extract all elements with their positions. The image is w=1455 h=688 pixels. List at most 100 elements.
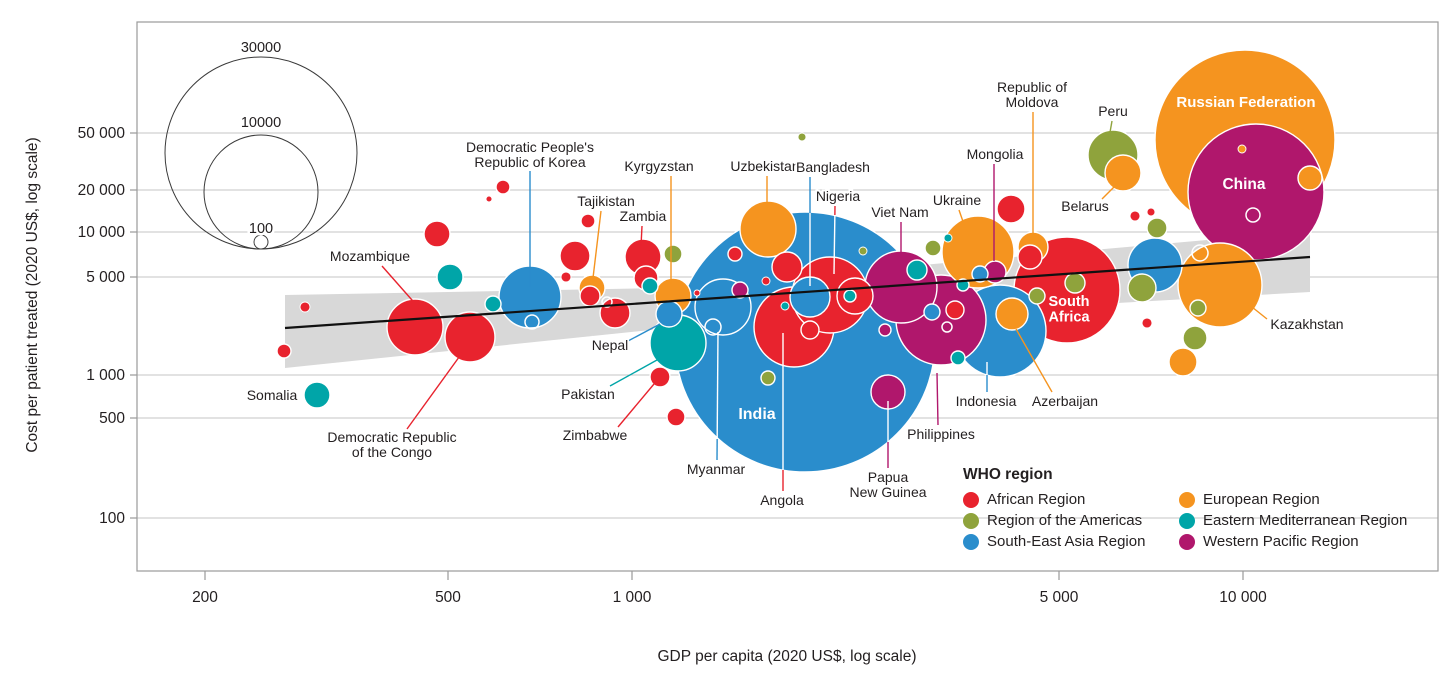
label-south-africa: Africa [1048, 310, 1090, 326]
bubble-unlabeled [1147, 218, 1167, 238]
bubble-belarus [1105, 155, 1141, 191]
label-tajikistan: Tajikistan [577, 193, 635, 209]
x-axis-title: GDP per capita (2020 US$, log scale) [657, 648, 916, 666]
label-democratic-republic-of-the-congo: Democratic Republic [327, 429, 456, 445]
bubble-somalia [304, 382, 330, 408]
bubble-unlabeled [781, 302, 789, 310]
region-dot-icon [963, 534, 979, 550]
bubble-unlabeled [560, 241, 590, 271]
bubble-unlabeled [437, 264, 463, 290]
y-tick-label: 10 000 [78, 224, 126, 241]
bubble-unlabeled [667, 408, 685, 426]
bubble-unlabeled [486, 196, 492, 202]
bubble-unlabeled [907, 260, 927, 280]
legend-item-european-region: European Region [1179, 489, 1407, 510]
region-dot-icon [963, 492, 979, 508]
label-nepal: Nepal [592, 337, 629, 353]
label-azerbaijan: Azerbaijan [1032, 393, 1098, 409]
bubble-unlabeled [1169, 348, 1197, 376]
x-tick-label: 200 [192, 589, 218, 606]
bubble-unlabeled [694, 290, 700, 296]
bubble-unlabeled [1065, 273, 1085, 293]
legend-item-label: Western Pacific Region [1203, 533, 1359, 550]
legend-item-label: African Region [987, 491, 1085, 508]
label-pakistan: Pakistan [561, 386, 615, 402]
label-uzbekistan: Uzbekistan [730, 158, 799, 174]
y-tick-label: 500 [99, 410, 125, 427]
bubble-unlabeled [1128, 274, 1156, 302]
label-mongolia: Mongolia [967, 146, 1024, 162]
label-south-africa: South [1048, 294, 1089, 310]
bubble-unlabeled [581, 214, 595, 228]
leader-pakistan [610, 360, 657, 386]
bubble-unlabeled [772, 252, 802, 282]
legend-item-region-of-the-americas: Region of the Americas [963, 510, 1179, 531]
region-dot-icon [1179, 492, 1195, 508]
bubble-zimbabwe [650, 367, 670, 387]
label-papua-new-guinea: New Guinea [849, 484, 926, 500]
bubble-unlabeled [561, 272, 571, 282]
bubble-uzbekistan [740, 201, 796, 257]
bubble-unlabeled [485, 296, 501, 312]
bubble-unlabeled [844, 290, 856, 302]
y-tick-label: 20 000 [78, 182, 126, 199]
label-zimbabwe: Zimbabwe [563, 427, 628, 443]
y-axis-title: Cost per patient treated (2020 US$, log … [24, 137, 42, 452]
y-tick-label: 100 [99, 510, 125, 527]
x-tick-label: 10 000 [1219, 589, 1267, 606]
bubble-unlabeled [728, 247, 742, 261]
leader-myanmar [717, 332, 718, 439]
label-peru: Peru [1098, 103, 1128, 119]
bubble-unlabeled [1183, 326, 1207, 350]
leader-zambia [641, 226, 642, 246]
bubble-unlabeled [801, 321, 819, 339]
bubble-kazakhstan [1178, 243, 1262, 327]
size-legend-label: 10000 [241, 115, 281, 131]
region-legend-title: WHO region [963, 466, 1407, 484]
y-tick-label: 50 000 [78, 125, 126, 142]
bubble-unlabeled [997, 195, 1025, 223]
x-tick-label: 500 [435, 589, 461, 606]
bubble-unlabeled [1147, 208, 1155, 216]
label-zambia: Zambia [620, 208, 667, 224]
label-angola: Angola [760, 492, 804, 508]
label-papua-new-guinea: Papua [868, 469, 909, 485]
label-belarus: Belarus [1061, 198, 1108, 214]
legend-item-label: Eastern Mediterranean Region [1203, 512, 1407, 529]
size-legend-label: 30000 [241, 40, 281, 56]
bubble-unlabeled [761, 371, 775, 385]
label-bangladesh: Bangladesh [796, 159, 870, 175]
bubble-unlabeled [944, 234, 952, 242]
bubble-unlabeled [925, 240, 941, 256]
region-dot-icon [963, 513, 979, 529]
label-democratic-people-s-republic-of-korea: Republic of Korea [474, 154, 586, 170]
bubble-unlabeled [951, 351, 965, 365]
bubble-unlabeled [580, 286, 600, 306]
y-tick-label: 1 000 [86, 367, 125, 384]
region-legend-items: African Region Region of the Americas So… [963, 489, 1407, 552]
bubble-unlabeled [1018, 245, 1042, 269]
bubble-unlabeled [762, 277, 770, 285]
bubble-unlabeled [1130, 211, 1140, 221]
legend-item-eastern-mediterranean-region: Eastern Mediterranean Region [1179, 510, 1407, 531]
label-ukraine: Ukraine [933, 192, 981, 208]
bubble-unlabeled [600, 298, 630, 328]
bubble-unlabeled [424, 221, 450, 247]
region-dot-icon [1179, 513, 1195, 529]
bubble-unlabeled [642, 278, 658, 294]
legend-item-label: European Region [1203, 491, 1320, 508]
label-democratic-people-s-republic-of-korea: Democratic People's [466, 139, 594, 155]
bubble-unlabeled [879, 324, 891, 336]
bubble-nepal [656, 301, 682, 327]
label-republic-of-moldova: Republic of [997, 79, 1067, 95]
label-democratic-republic-of-the-congo: of the Congo [352, 444, 432, 460]
label-india: India [738, 406, 775, 423]
bubble-unlabeled [1298, 166, 1322, 190]
legend-item-african-region: African Region [963, 489, 1179, 510]
bubble-azerbaijan [996, 298, 1028, 330]
label-somalia: Somalia [247, 387, 298, 403]
who-region-legend: WHO region African Region Region of the … [963, 466, 1407, 552]
size-legend-circle-100 [254, 235, 268, 249]
label-myanmar: Myanmar [687, 461, 746, 477]
